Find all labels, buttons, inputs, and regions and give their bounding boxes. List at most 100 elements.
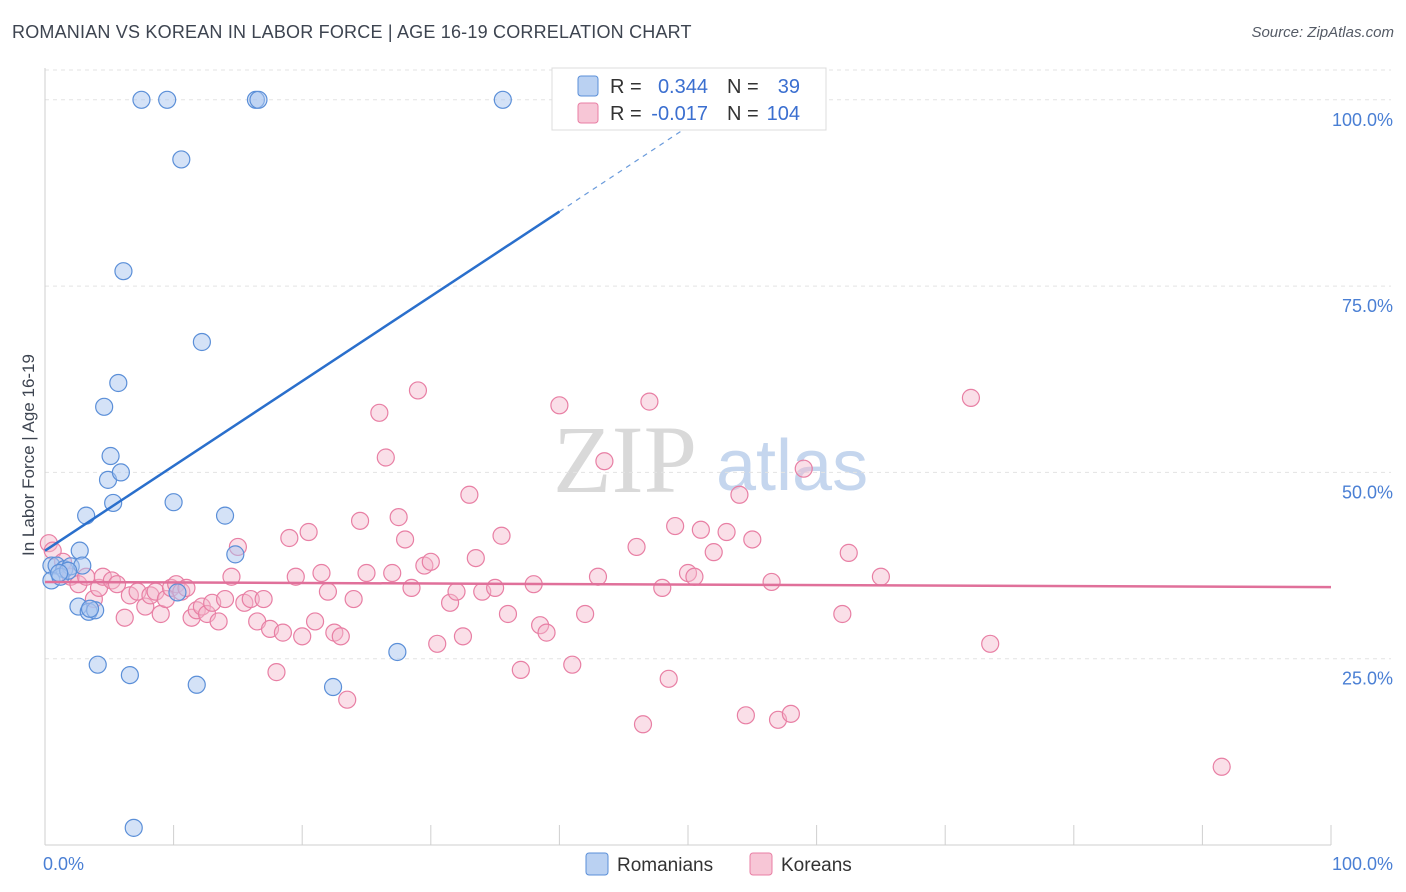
- romanian-point: [172, 150, 191, 169]
- korean-point: [273, 623, 293, 642]
- korean-point: [428, 634, 447, 653]
- romanian-point: [120, 665, 139, 685]
- korean-point: [717, 522, 736, 542]
- korean-point: [305, 612, 325, 631]
- korean-point: [421, 552, 440, 571]
- romanian-point: [80, 599, 100, 618]
- romanian-point: [132, 90, 151, 109]
- watermark-zip: ZIP: [553, 406, 697, 513]
- romanian-point: [114, 262, 133, 281]
- korean-point: [209, 612, 228, 631]
- korean-r-value: -0.017: [651, 103, 708, 125]
- korean-point: [215, 589, 235, 609]
- korean-point: [254, 589, 273, 609]
- romanian-point: [192, 332, 211, 352]
- korean-point: [466, 549, 485, 568]
- romanian-point: [249, 90, 268, 109]
- korean-point: [350, 511, 370, 530]
- korean-point: [286, 567, 305, 586]
- korean-point: [486, 578, 505, 598]
- korean-point: [633, 715, 653, 734]
- korean-point: [666, 516, 685, 536]
- korean-point: [69, 575, 88, 594]
- watermark-atlas: atlas: [716, 426, 868, 506]
- korean-point: [460, 485, 479, 504]
- korean-point: [107, 575, 127, 594]
- romanian-point: [70, 541, 89, 560]
- romanian-point: [493, 90, 512, 109]
- korean-point: [550, 396, 569, 415]
- axes: [44, 68, 1332, 846]
- romanian-point: [323, 677, 343, 697]
- romanian-point: [95, 397, 114, 416]
- romanian-points: [42, 90, 512, 837]
- y-tick-label: 75.0%: [1342, 296, 1393, 316]
- koreans-legend-swatch: [749, 852, 773, 876]
- stats-legend: R = 0.344 N = 39 R = -0.017 N = 104: [551, 67, 827, 131]
- korean-point: [395, 530, 415, 549]
- korean-point: [376, 448, 395, 467]
- korean-point: [736, 706, 755, 725]
- korean-point: [344, 589, 363, 609]
- korean-point: [241, 589, 260, 609]
- korean-point: [588, 567, 608, 586]
- korean-point: [331, 627, 350, 646]
- korean-point: [453, 627, 473, 646]
- korean-point: [531, 616, 550, 635]
- korean-point: [370, 403, 389, 422]
- romanian-point: [77, 506, 96, 525]
- korean-point: [653, 578, 672, 598]
- korean-point: [794, 459, 813, 478]
- trend-lines: [44, 126, 1332, 589]
- korean-point: [691, 520, 710, 539]
- romanians-legend-swatch: [585, 852, 609, 876]
- korean-point: [293, 627, 312, 646]
- romanian-swatch: [577, 75, 599, 97]
- romanian-point: [88, 655, 107, 674]
- korean-point: [961, 388, 981, 407]
- romanians-legend-label: Romanians: [617, 855, 713, 876]
- x-tick-label: 100.0%: [1332, 854, 1393, 874]
- korean-point: [299, 522, 318, 542]
- korean-point: [492, 526, 511, 545]
- korean-point: [115, 608, 134, 627]
- romanian-n-label: N =: [727, 76, 759, 98]
- y-tick-label: 50.0%: [1342, 482, 1393, 502]
- korean-point: [383, 563, 402, 583]
- romanian-point: [215, 506, 235, 525]
- korean-point: [595, 452, 614, 471]
- korean-point: [981, 634, 1000, 653]
- romanian-point: [158, 90, 177, 109]
- korean-point: [833, 604, 852, 624]
- korean-point: [318, 582, 338, 601]
- korean-point: [267, 663, 286, 682]
- y-axis-label: In Labor Force | Age 16-19: [19, 354, 38, 556]
- x-tick-label: 0.0%: [43, 854, 84, 874]
- romanian-point: [388, 642, 407, 662]
- korean-point: [576, 604, 595, 624]
- korean-point: [389, 508, 408, 527]
- gridlines: [45, 69, 1391, 660]
- romanian-r-label: R =: [610, 76, 642, 98]
- korean-point: [136, 597, 155, 616]
- romanian-point: [168, 583, 187, 602]
- series-legend: Romanians Koreans: [585, 852, 852, 876]
- korean-point: [440, 593, 460, 612]
- korean-point: [781, 704, 800, 723]
- romanian-point: [187, 675, 206, 694]
- korean-point: [659, 669, 678, 688]
- korean-n-label: N =: [727, 103, 759, 125]
- korean-point: [537, 623, 556, 642]
- korean-point: [511, 660, 530, 679]
- chart-title: ROMANIAN VS KOREAN IN LABOR FORCE | AGE …: [12, 22, 692, 42]
- source-label: Source: ZipAtlas.com: [1251, 24, 1394, 41]
- romanian-trend-extension: [559, 126, 689, 213]
- korean-trend-line: [44, 580, 1332, 589]
- korean-point: [730, 485, 749, 504]
- romanian-point: [109, 373, 128, 393]
- romanian-n-value: 39: [778, 76, 800, 98]
- watermark: ZIP atlas: [553, 406, 868, 513]
- korean-point: [222, 567, 241, 586]
- tick-labels: 25.0% 50.0% 75.0% 100.0% 0.0% 100.0%: [43, 110, 1393, 874]
